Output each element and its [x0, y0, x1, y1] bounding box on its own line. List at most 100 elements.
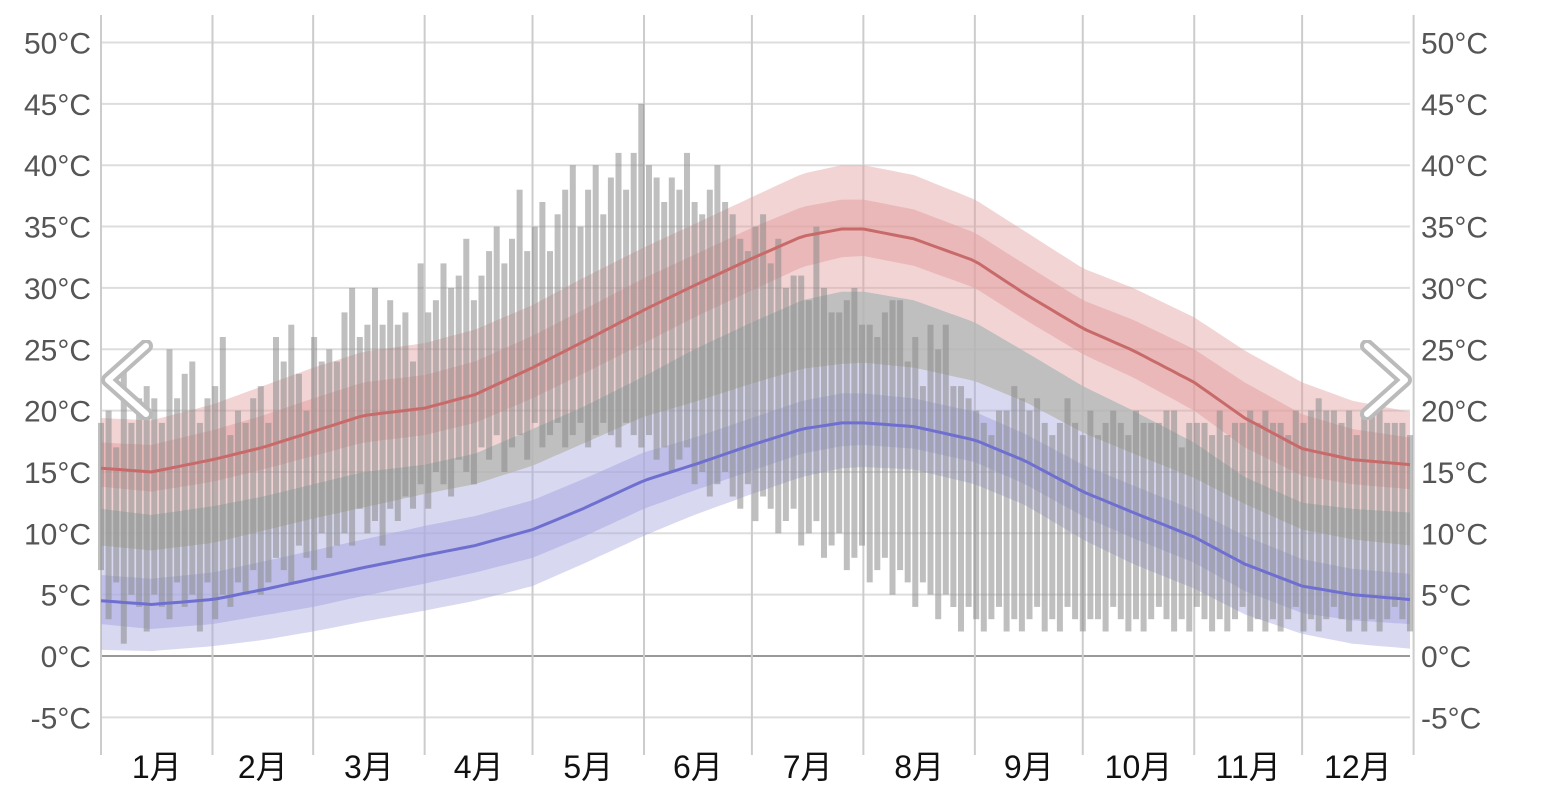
daily-bar [1353, 435, 1360, 620]
y-tick-label-left: 0°C [41, 641, 91, 674]
daily-bar [387, 300, 394, 509]
daily-bar [402, 312, 409, 497]
y-tick-label-left: 30°C [24, 273, 91, 306]
daily-bar [1361, 410, 1368, 632]
daily-bar [775, 238, 782, 534]
daily-bar [1186, 422, 1193, 632]
month-label: 10月 [1105, 749, 1173, 785]
y-tick-label-left: 45°C [24, 89, 91, 122]
month-label: 4月 [454, 749, 504, 785]
daily-bar [813, 226, 820, 522]
daily-bar [273, 337, 279, 558]
daily-bar [1072, 422, 1079, 620]
daily-bar [1041, 422, 1048, 632]
daily-bar [136, 398, 143, 607]
daily-bar [1117, 422, 1124, 620]
daily-bar [356, 337, 363, 509]
low-p25-p75-band [101, 393, 1410, 629]
daily-bar [1330, 410, 1337, 607]
daily-bar [744, 251, 751, 485]
daily-bar [1140, 422, 1147, 632]
y-tick-label-right: -5°C [1421, 702, 1481, 735]
daily-bar [151, 398, 158, 595]
daily-bar [676, 189, 683, 460]
daily-bar [638, 103, 645, 448]
daily-bar [881, 312, 888, 558]
daily-bar [432, 300, 439, 472]
y-tick-label-right: 40°C [1421, 150, 1488, 183]
y-axis-left: -5°C 0°C 5°C 10°C 15°C 20°C 25°C 30°C 35°C 40°C 45… [24, 28, 91, 736]
daily-bar [950, 386, 957, 607]
daily-bar [509, 238, 515, 448]
daily-bar [1171, 410, 1178, 632]
daily-bar [250, 398, 257, 571]
daily-bar [1064, 398, 1071, 607]
daily-bar [760, 214, 767, 497]
daily-bar [219, 337, 226, 595]
daily-bar [1193, 422, 1200, 607]
y-tick-label-left: 50°C [24, 28, 91, 61]
mean-high-line [100, 227, 1411, 474]
daily-bar [1201, 422, 1208, 620]
daily-bar [128, 422, 135, 595]
daily-bar [1003, 410, 1010, 632]
daily-bar [493, 226, 500, 436]
month-label: 8月 [894, 749, 944, 785]
daily-bar [798, 275, 805, 546]
daily-bar [1391, 422, 1398, 607]
daily-bar [706, 189, 713, 497]
daily-bar [782, 287, 789, 521]
daily-bar [592, 165, 599, 436]
daily-bar [470, 300, 477, 485]
daily-bar [1262, 410, 1269, 632]
daily-bar [463, 238, 470, 472]
daily-bar [364, 324, 371, 534]
daily-bar [1407, 435, 1413, 632]
daily-bar [1011, 386, 1018, 620]
daily-bar [714, 165, 721, 485]
daily-bar [120, 361, 127, 644]
daily-bar [257, 386, 264, 595]
daily-bar [288, 324, 295, 583]
daily-bar [379, 324, 386, 546]
daily-bar [737, 238, 744, 509]
daily-bar [1384, 422, 1391, 620]
daily-bar [227, 435, 234, 607]
y-tick-label-right: 10°C [1421, 518, 1488, 551]
daily-bar [1376, 410, 1383, 632]
next-arrow-button[interactable] [1355, 339, 1415, 421]
daily-bar [859, 324, 865, 546]
daily-bar [1163, 410, 1170, 620]
daily-bar [349, 287, 356, 546]
daily-bar [919, 386, 926, 583]
daily-bar [303, 410, 310, 558]
daily-bar [1049, 435, 1056, 620]
daily-bar [486, 251, 493, 460]
daily-bar [212, 386, 219, 620]
month-label: 6月 [673, 749, 723, 785]
daily-bar [668, 177, 675, 472]
daily-bar [1216, 410, 1223, 620]
daily-bar [417, 263, 424, 485]
daily-bar [539, 202, 546, 448]
daily-bar [1338, 422, 1345, 620]
month-label: 3月 [344, 749, 394, 785]
daily-bar [996, 410, 1002, 607]
daily-bar [410, 361, 416, 509]
daily-bar [478, 275, 485, 448]
daily-bar [1026, 410, 1033, 620]
daily-bar [105, 410, 112, 620]
previous-arrow-button[interactable] [98, 339, 158, 421]
y-tick-label-right: 30°C [1421, 273, 1488, 306]
y-tick-label-left: 25°C [24, 334, 91, 367]
daily-bar [143, 386, 150, 632]
daily-bar [174, 398, 181, 583]
daily-bar [973, 410, 980, 620]
daily-bar [980, 422, 987, 632]
daily-bar [912, 337, 919, 607]
y-tick-label-right: 20°C [1421, 396, 1488, 429]
daily-bar [684, 152, 690, 448]
daily-bar [1102, 422, 1109, 632]
y-tick-label-left: 35°C [24, 212, 91, 245]
daily-bar [166, 349, 173, 620]
